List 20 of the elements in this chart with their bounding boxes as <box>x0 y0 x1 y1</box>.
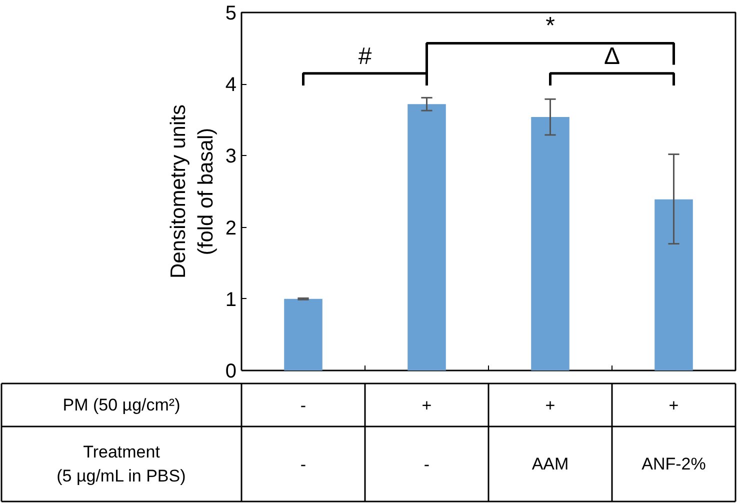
bar <box>284 298 322 370</box>
bar <box>531 117 570 370</box>
category-label: + AAM <box>532 396 569 474</box>
category-label: + - <box>422 396 432 474</box>
category-label: - - <box>300 396 306 474</box>
y-tick-label: 2 <box>225 217 236 240</box>
annotation: Δ <box>604 42 620 70</box>
y-tick-label: 3 <box>225 146 236 168</box>
y-tick-label: 4 <box>225 74 236 96</box>
annotation: * <box>546 12 555 40</box>
bar <box>654 199 693 370</box>
category-label: + ANF-2% <box>642 396 706 474</box>
text: Treatment (5 µg/mL in PBS) <box>56 442 186 486</box>
bar <box>408 104 446 370</box>
annotation: # <box>358 42 372 70</box>
text: PM (50 µg/cm²) <box>62 396 180 414</box>
y-tick-label: 5 <box>225 2 236 24</box>
y-tick-label: 0 <box>225 360 236 382</box>
y-tick-label: 1 <box>225 288 236 311</box>
y-axis-title: Densitometry units (fold of basal) <box>166 104 218 278</box>
